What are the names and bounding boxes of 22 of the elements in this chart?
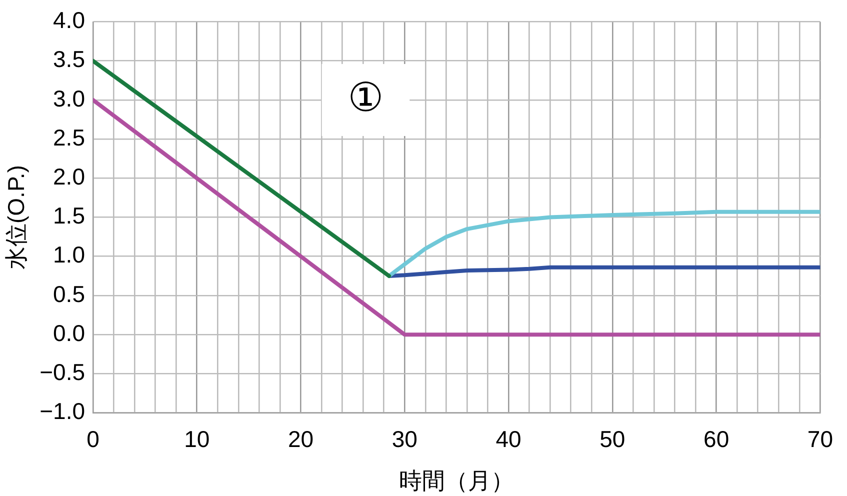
y-axis-title: 水位(O.P.)	[3, 165, 30, 270]
x-axis-title: 時間（月）	[399, 468, 514, 494]
y-tick-label: 1.5	[53, 202, 86, 229]
y-tick-label: 2.0	[53, 164, 86, 190]
x-tick-label: 50	[600, 426, 626, 452]
y-tick-label: −0.5	[40, 359, 86, 386]
y-tick-label: 3.0	[53, 85, 86, 112]
y-tick-label: 1.0	[53, 242, 86, 268]
x-tick-label: 10	[184, 426, 210, 452]
y-tick-label: −1.0	[40, 398, 86, 424]
x-tick-label: 30	[392, 426, 418, 452]
x-tick-label: 40	[496, 426, 522, 452]
x-tick-label: 70	[807, 426, 834, 452]
x-tick-label: 20	[288, 426, 314, 452]
y-tick-label: 0.0	[53, 320, 86, 346]
y-tick-label: 2.5	[53, 124, 86, 150]
y-tick-label: 4.0	[53, 7, 86, 34]
annotation: ①	[348, 76, 384, 120]
y-tick-label: 3.5	[53, 46, 86, 72]
x-tick-label: 0	[86, 426, 100, 452]
x-tick-label: 60	[704, 426, 730, 452]
y-tick-label: 0.5	[53, 280, 86, 307]
